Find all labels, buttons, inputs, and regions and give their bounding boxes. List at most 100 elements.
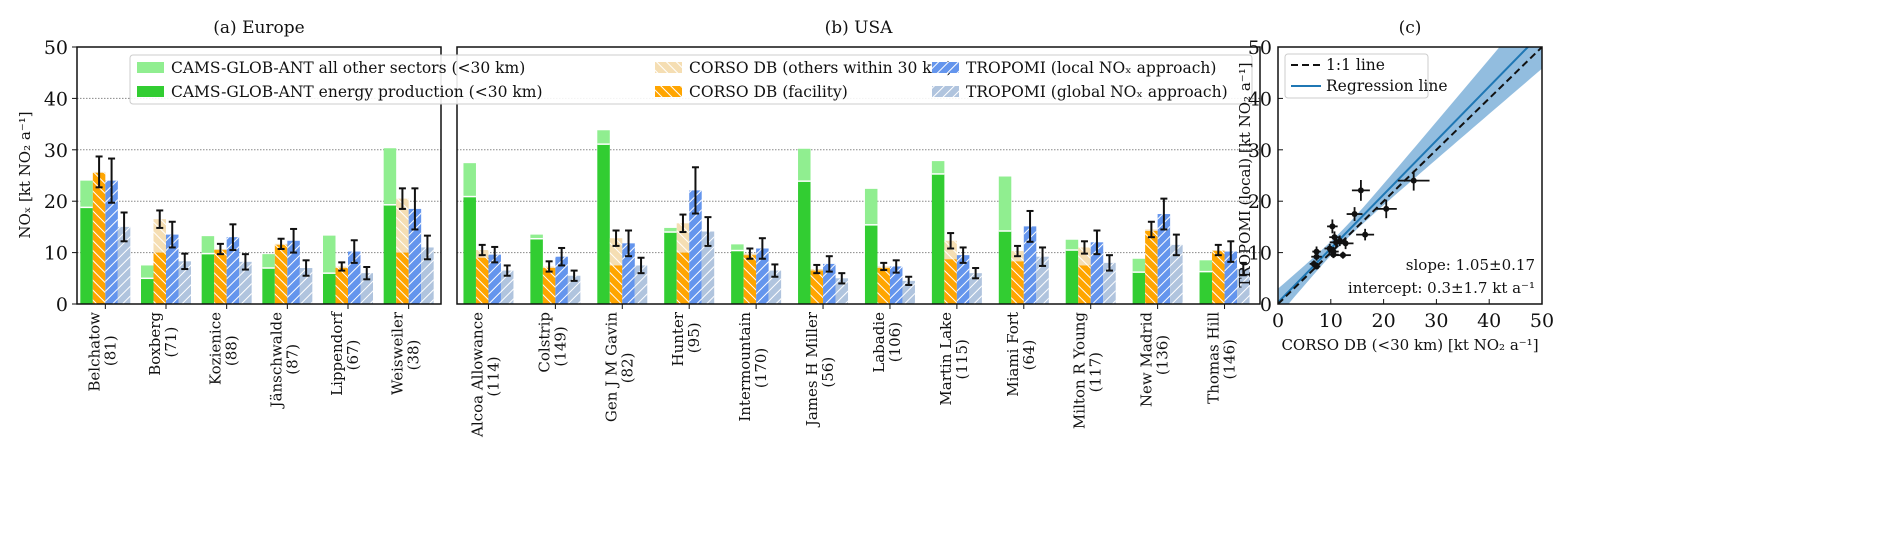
bar-cams-other	[931, 161, 945, 174]
legend-swatch	[137, 86, 164, 97]
site-label: Jänschwalde	[267, 312, 285, 410]
site-label: James H Miller	[803, 311, 821, 428]
errorbar-corso	[1014, 244, 1022, 258]
bar-tropomi-local-hatch	[408, 208, 422, 304]
point-marker	[1339, 252, 1346, 259]
legend-entry: Regression line	[1326, 77, 1448, 95]
errorbar-corso	[156, 209, 164, 229]
bar-cams-energy	[864, 224, 878, 304]
y-tick-label: 10	[1248, 243, 1272, 265]
bar-tropomi-global-hatch	[902, 280, 915, 304]
bar-cams-energy	[931, 173, 945, 304]
errorbar-corso	[679, 213, 687, 234]
legend-swatch-hatch	[655, 62, 682, 73]
scatter-point	[1397, 170, 1430, 191]
legend-swatch	[137, 62, 164, 73]
legend-entry: CORSO DB (facility)	[689, 83, 848, 101]
bar-corso-facility-hatch	[335, 268, 348, 304]
bar-tropomi-local-hatch	[889, 266, 903, 304]
errorbar-tropomi-local	[1227, 240, 1235, 263]
x-tick-label: 40	[1477, 310, 1501, 332]
errorbar-tropomi-global	[1105, 254, 1113, 272]
bar-corso-facility-hatch	[475, 257, 489, 304]
panel-title: (a) Europe	[213, 18, 304, 38]
site-label: Colstrip	[535, 312, 553, 373]
site-label: Gen J M Gavin	[602, 312, 620, 422]
site-count-label: (106)	[886, 322, 904, 362]
errorbar-tropomi-local	[825, 255, 833, 273]
errorbar-tropomi-global	[1039, 246, 1047, 267]
bar-corso-facility-hatch	[1011, 261, 1024, 304]
bar-cams-other	[323, 235, 336, 274]
bar-cams-energy	[597, 144, 610, 304]
bar-cams-other	[80, 180, 93, 208]
site-count-label: (64)	[1020, 340, 1038, 371]
site-count-label: (71)	[162, 327, 180, 358]
bar-cams-energy	[798, 181, 811, 304]
bar-cams-other	[141, 265, 154, 279]
site-count-label: (170)	[752, 348, 770, 388]
errorbar-corso	[1147, 220, 1155, 239]
scatter-point	[1311, 252, 1322, 261]
bar-tropomi-global-hatch	[239, 261, 252, 304]
y-tick-label: 50	[44, 37, 68, 59]
bar-tropomi-global-hatch	[1036, 256, 1049, 304]
errorbar-corso	[1080, 240, 1088, 255]
errorbar-tropomi-global	[503, 264, 511, 277]
point-marker	[1313, 263, 1320, 270]
scatter-point	[1328, 246, 1339, 257]
y-tick-label: 40	[1248, 88, 1272, 110]
y-tick-label: 20	[1248, 191, 1272, 213]
bar-corso-facility-hatch	[1212, 251, 1225, 304]
bar-corso-facility-hatch	[274, 244, 288, 304]
errorbar-tropomi-global	[704, 216, 712, 247]
bar-cams-other	[731, 244, 744, 251]
bar-tropomi-global-hatch	[567, 275, 581, 304]
bar-tropomi-local-hatch	[756, 248, 769, 304]
errorbar-tropomi-local	[1160, 197, 1168, 231]
site-count-label: (136)	[1154, 335, 1172, 375]
bar-cams-energy	[383, 204, 397, 304]
errorbar-tropomi-local	[1093, 229, 1101, 256]
errorbar-corso	[1214, 243, 1222, 257]
bar-corso-others-hatch	[676, 223, 690, 253]
legend-entry: CAMS-GLOB-ANT all other sectors (<30 km)	[171, 59, 525, 77]
errorbar-tropomi-local	[168, 220, 176, 249]
y-tick-label: 0	[1260, 294, 1272, 316]
bar-cams-other	[798, 148, 811, 182]
errorbar-tropomi-global	[905, 275, 913, 286]
y-tick-label: 10	[44, 243, 68, 265]
errorbar-tropomi-global	[570, 269, 578, 282]
bar-tropomi-global-hatch	[1170, 244, 1183, 304]
x-axis-label: CORSO DB (<30 km) [kt NO₂ a⁻¹]	[1281, 336, 1538, 354]
scatter-point	[1335, 251, 1351, 259]
bar-cams-energy	[141, 278, 154, 304]
bar-tropomi-global-hatch	[969, 273, 982, 304]
bar-tropomi-local-hatch	[622, 243, 635, 304]
axes-frame	[76, 46, 442, 305]
errorbar-corso	[277, 237, 285, 251]
errorbar-corso	[813, 263, 821, 275]
legend-box	[129, 54, 1253, 105]
bar-tropomi-global-hatch	[1103, 262, 1116, 304]
bar-tropomi-global-hatch	[117, 226, 131, 304]
site-label: Hunter	[669, 311, 687, 366]
site-label: Labadie	[870, 312, 888, 373]
bar-tropomi-local-hatch	[956, 255, 970, 304]
site-label: Miami Fort	[1004, 312, 1022, 397]
bar-cams-energy	[262, 268, 275, 304]
x-tick-label: 10	[1319, 310, 1343, 332]
errorbar-corso	[746, 247, 754, 260]
x-tick-label: 0	[1272, 310, 1284, 332]
scatter-point	[1337, 237, 1354, 250]
legend-entry: CAMS-GLOB-ANT energy production (<30 km)	[171, 83, 543, 101]
bar-tropomi-local-hatch	[1157, 214, 1171, 304]
site-count-label: (81)	[101, 335, 119, 366]
bar-cams-energy	[1065, 250, 1079, 304]
errorbar-tropomi-global	[423, 234, 431, 261]
panel-title: (b) USA	[825, 18, 894, 38]
y-tick-label: 0	[56, 294, 68, 316]
point-marker	[1410, 177, 1417, 184]
regression-line	[1278, 47, 1530, 304]
bar-cams-energy	[1199, 271, 1213, 304]
